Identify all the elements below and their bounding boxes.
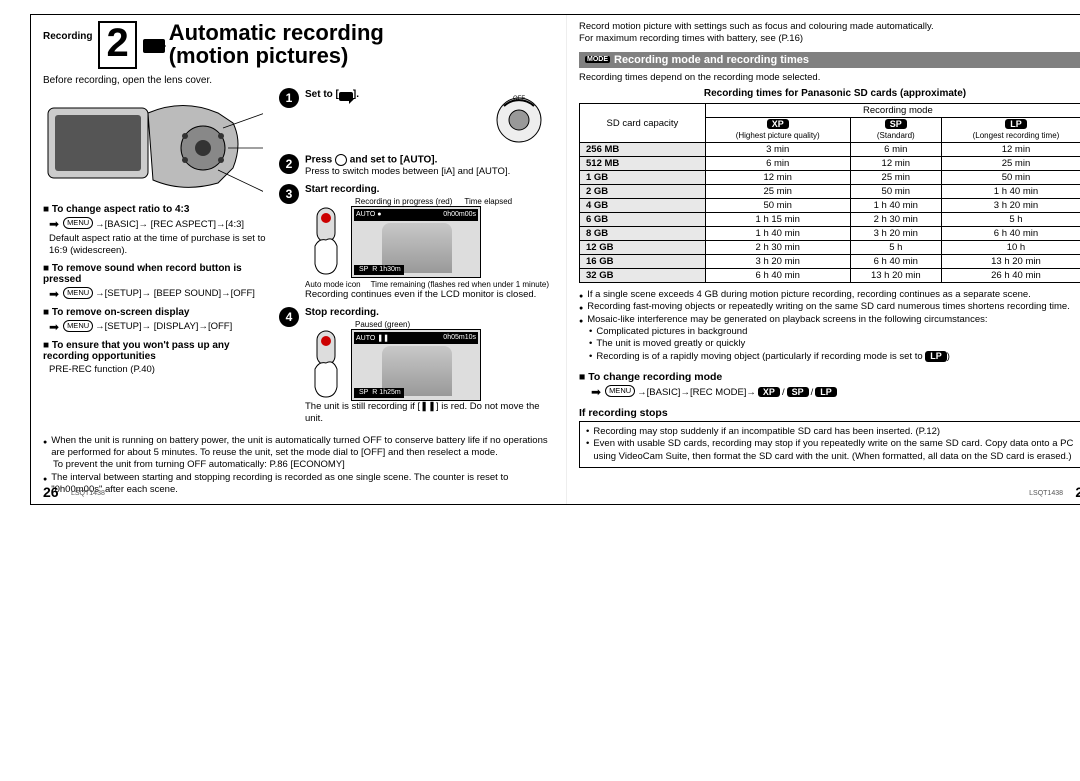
table-row: 16 GB3 h 20 min6 h 40 min13 h 20 min <box>580 255 1080 269</box>
recording-label: Recording <box>43 31 92 42</box>
table-row: 12 GB2 h 30 min5 h10 h <box>580 241 1080 255</box>
if-stops-box: Recording may stop suddenly if an incomp… <box>579 421 1080 468</box>
tip-prerec-heading: To ensure that you won't pass up any rec… <box>43 340 273 362</box>
steps-column: 1 Set to []. OFF 2 <box>279 88 554 431</box>
table-row: 6 GB1 h 15 min2 h 30 min5 h <box>580 213 1080 227</box>
before-recording-note: Before recording, open the lens cover. <box>43 75 554 86</box>
ia-button-icon <box>335 154 347 166</box>
table-row: 512 MB6 min12 min25 min <box>580 157 1080 171</box>
page-title: Automatic recording(motion pictures) <box>169 21 384 67</box>
th-mode: Recording mode <box>705 104 1080 118</box>
left-footnotes: When the unit is running on battery powe… <box>43 435 554 497</box>
camcorder-illustration <box>43 88 263 198</box>
th-xp: XP(Highest picture quality) <box>705 118 850 143</box>
table-row: 2 GB25 min50 min1 h 40 min <box>580 185 1080 199</box>
lcd-mock-paused: AUTO ❚❚0h05m10s SP R 1h25m <box>351 329 481 401</box>
mode-icon: MODE <box>585 56 610 63</box>
change-mode-heading: ■ To change recording mode <box>579 371 1080 383</box>
table-row: 4 GB50 min1 h 40 min3 h 20 min <box>580 199 1080 213</box>
tip-display-path: ➡MENU→[SETUP]→ [DISPLAY]→[OFF] <box>49 320 273 334</box>
step-2-body: Press to switch modes between [iA] and [… <box>305 166 554 178</box>
footnote-1b: To prevent the unit from turning OFF aut… <box>53 459 554 471</box>
recording-times-table: SD card capacity Recording mode XP(Highe… <box>579 103 1080 283</box>
bullet-3b: The unit is moved greatly or quickly <box>596 338 745 350</box>
page-right: Record motion picture with settings such… <box>567 15 1080 504</box>
doc-id-right: LSQT1438 <box>1029 490 1063 497</box>
callout-time-remaining: Time remaining (flashes red when under 1… <box>371 280 549 289</box>
step-number-3: 3 <box>279 184 299 204</box>
step-3-title: Start recording. <box>305 184 554 195</box>
step-3-body: Recording continues even if the LCD moni… <box>305 289 554 301</box>
step-number-1: 1 <box>279 88 299 108</box>
table-row: 8 GB1 h 40 min3 h 20 min6 h 40 min <box>580 227 1080 241</box>
table-row: 256 MB3 min6 min12 min <box>580 143 1080 157</box>
callout-paused: Paused (green) <box>355 320 410 329</box>
bullet-2: Recording fast-moving objects or repeate… <box>587 301 1070 313</box>
callout-auto-icon: Auto mode icon <box>305 280 361 289</box>
tip-prerec-body: PRE-REC function (P.40) <box>49 364 273 376</box>
right-intro: Record motion picture with settings such… <box>579 21 1080 46</box>
if-stops-heading: If recording stops <box>579 407 1080 419</box>
step-2-title: Press and set to [AUTO]. <box>305 154 554 166</box>
tip-display-heading: To remove on-screen display <box>43 307 273 318</box>
step-1-title: Set to []. <box>305 88 478 101</box>
callout-recording: Recording in progress (red) <box>355 197 452 206</box>
th-capacity: SD card capacity <box>580 104 706 143</box>
lcd-mock-recording: AUTO ●0h00m00s SP R 1h30m <box>351 206 481 278</box>
bullet-3: Mosaic-like interference may be generate… <box>587 314 987 326</box>
tip-aspect-path: ➡MENU→[BASIC]→ [REC ASPECT]→[4:3] <box>49 217 273 231</box>
tip-aspect-body: Default aspect ratio at the time of purc… <box>49 233 273 257</box>
if-stops-1: Recording may stop suddenly if an incomp… <box>593 426 940 438</box>
bullet-3a: Complicated pictures in background <box>596 326 747 338</box>
callout-time-elapsed: Time elapsed <box>464 197 512 206</box>
th-lp: LP(Longest recording time) <box>941 118 1080 143</box>
step-4-title: Stop recording. <box>305 307 554 318</box>
step-2: 2 Press and set to [AUTO]. Press to swit… <box>279 154 554 178</box>
step-number-2: 2 <box>279 154 299 174</box>
step-4-body: The unit is still recording if [❚❚] is r… <box>305 401 554 425</box>
record-button-press-icon <box>305 206 347 278</box>
table-row: 1 GB12 min25 min50 min <box>580 171 1080 185</box>
right-subintro: Recording times depend on the recording … <box>579 72 1080 84</box>
tips-column: To change aspect ratio to 4:3 ➡MENU→[BAS… <box>43 88 273 431</box>
mode-dial-icon: OFF <box>484 88 554 148</box>
table-caption: Recording times for Panasonic SD cards (… <box>579 88 1080 99</box>
footnote-2: The interval between starting and stoppi… <box>51 472 554 497</box>
step-4: 4 Stop recording. Paused (green) AUTO ❚❚ <box>279 307 554 425</box>
if-stops-2: Even with usable SD cards, recording may… <box>593 438 1080 463</box>
section-bar: MODE Recording mode and recording times <box>579 52 1080 68</box>
video-mode-icon <box>339 92 353 101</box>
page-left: Recording 2 Automatic recording(motion p… <box>31 15 567 504</box>
doc-id-left: LSQT1438 <box>71 490 105 497</box>
page-header: Recording 2 Automatic recording(motion p… <box>43 21 554 69</box>
page-number-right: 27 <box>1075 484 1080 500</box>
video-camera-icon <box>143 39 165 53</box>
step-chapter-number: 2 <box>98 21 136 69</box>
bullet-1: If a single scene exceeds 4 GB during mo… <box>587 289 1031 301</box>
right-bullets: If a single scene exceeds 4 GB during mo… <box>579 289 1080 363</box>
tip-beep-path: ➡MENU→[SETUP]→ [BEEP SOUND]→[OFF] <box>49 287 273 301</box>
bullet-3c: Recording is of a rapidly moving object … <box>596 351 950 363</box>
manual-page-spread: Recording 2 Automatic recording(motion p… <box>30 14 1080 505</box>
tip-aspect-heading: To change aspect ratio to 4:3 <box>43 204 273 215</box>
record-button-press-icon <box>305 329 347 401</box>
step-number-4: 4 <box>279 307 299 327</box>
footnote-1: When the unit is running on battery powe… <box>51 435 554 460</box>
page-number-left: 26 <box>43 484 59 500</box>
step-3: 3 Start recording. Recording in progress… <box>279 184 554 301</box>
change-mode-path: ➡MENU→[BASIC]→[REC MODE]→ XP / SP / LP <box>591 385 1080 399</box>
tip-beep-heading: To remove sound when record button is pr… <box>43 263 273 285</box>
table-row: 32 GB6 h 40 min13 h 20 min26 h 40 min <box>580 269 1080 283</box>
th-sp: SP(Standard) <box>850 118 941 143</box>
step-1: 1 Set to []. OFF <box>279 88 554 148</box>
